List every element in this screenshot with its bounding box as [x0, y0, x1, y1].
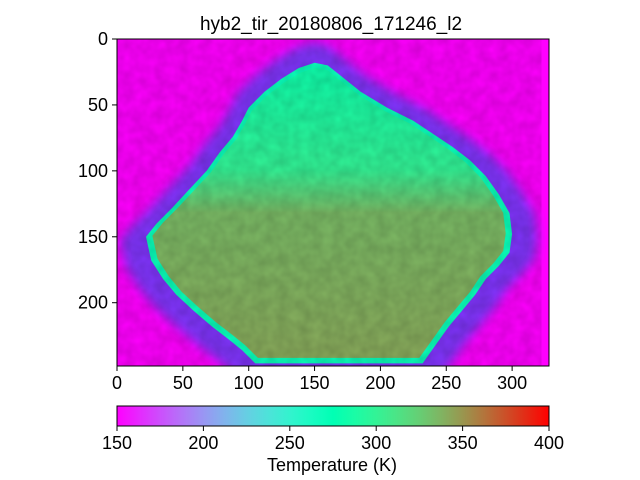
- y-tick-label: 0: [98, 29, 108, 49]
- colorbar-tick-label: 300: [361, 433, 391, 453]
- x-tick-label: 150: [300, 373, 330, 393]
- colorbar-label: Temperature (K): [267, 455, 397, 475]
- x-tick-label: 50: [173, 373, 193, 393]
- colorbar-axis: 150 200 250 300 350 400: [102, 426, 564, 453]
- x-tick-label: 100: [234, 373, 264, 393]
- chart-title: hyb2_tir_20180806_171246_l2: [200, 14, 462, 35]
- heatmap-image: [117, 39, 549, 366]
- colorbar-tick-label: 350: [448, 433, 478, 453]
- y-tick-label: 200: [78, 293, 108, 313]
- colorbar-tick-label: 250: [275, 433, 305, 453]
- x-tick-label: 300: [497, 373, 527, 393]
- y-tick-label: 100: [78, 161, 108, 181]
- x-tick-label: 0: [112, 373, 122, 393]
- y-tick-label: 50: [88, 95, 108, 115]
- x-tick-label: 200: [365, 373, 395, 393]
- x-axis: 0 50 100 150 200 250 300: [112, 366, 527, 393]
- colorbar-tick-label: 400: [534, 433, 564, 453]
- y-tick-label: 150: [78, 227, 108, 247]
- x-tick-label: 250: [431, 373, 461, 393]
- plot-frame: [116, 38, 550, 367]
- asteroid-surface-texture: [152, 67, 506, 358]
- colorbar-tick-label: 200: [188, 433, 218, 453]
- colorbar-tick-label: 150: [102, 433, 132, 453]
- colorbar: [116, 405, 550, 427]
- y-axis: 0 50 100 150 200: [78, 29, 117, 313]
